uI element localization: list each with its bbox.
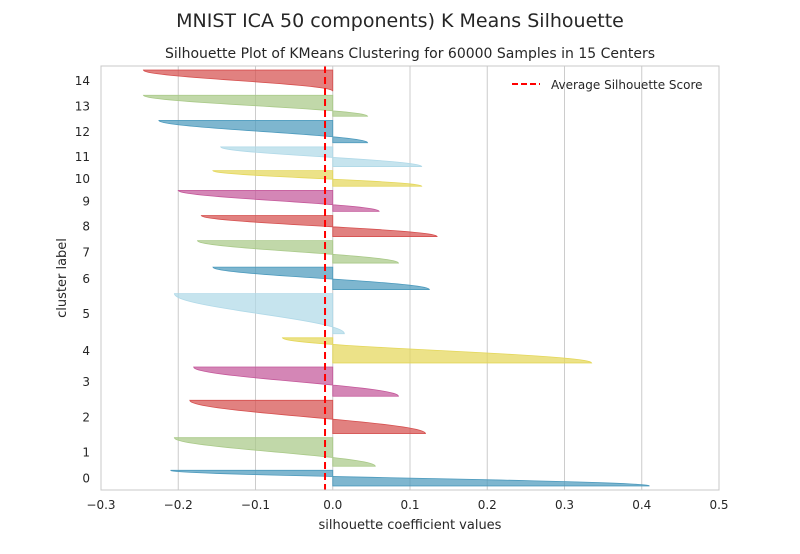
legend-label-average: Average Silhouette Score: [551, 78, 703, 92]
y-tick-label-cluster-3: 3: [82, 375, 90, 389]
y-tick-label-cluster-8: 8: [82, 220, 90, 234]
cluster-13-silhouette: [142, 94, 369, 117]
x-tick-label: 0.4: [632, 498, 651, 512]
y-tick-label-cluster-10: 10: [75, 172, 90, 186]
y-tick-label-cluster-2: 2: [82, 410, 90, 424]
y-tick-label-cluster-14: 14: [75, 74, 90, 88]
y-tick-label-cluster-1: 1: [82, 445, 90, 459]
cluster-0-silhouette: [170, 469, 650, 487]
y-tick-label-cluster-7: 7: [82, 245, 90, 259]
x-tick-label: −0.1: [241, 498, 270, 512]
y-tick-label-cluster-12: 12: [75, 125, 90, 139]
chart-title: Silhouette Plot of KMeans Clustering for…: [165, 46, 655, 62]
cluster-silhouettes: [142, 69, 650, 487]
x-tick-label: 0.5: [709, 498, 728, 512]
y-tick-label-cluster-13: 13: [75, 99, 90, 113]
x-tick-label: −0.2: [164, 498, 193, 512]
cluster-5-silhouette: [173, 293, 345, 335]
y-tick-label-cluster-0: 0: [82, 472, 90, 486]
cluster-11-silhouette: [220, 146, 423, 167]
x-tick-labels: −0.3 −0.2 −0.1 0.0 0.1 0.2 0.3 0.4 0.5: [86, 498, 728, 512]
cluster-3-silhouette: [193, 366, 400, 397]
y-tick-label-cluster-11: 11: [75, 150, 90, 164]
plot-frame: [100, 65, 720, 491]
y-tick-label-cluster-4: 4: [82, 344, 90, 358]
y-tick-label-cluster-9: 9: [82, 194, 90, 208]
figure-suptitle: MNIST ICA 50 components) K Means Silhoue…: [176, 10, 624, 32]
cluster-4-silhouette: [281, 337, 593, 364]
cluster-2-silhouette: [189, 399, 427, 434]
legend: Average Silhouette Score: [512, 78, 703, 92]
x-axis-label: silhouette coefficient values: [319, 518, 502, 533]
y-tick-label-cluster-5: 5: [82, 307, 90, 321]
x-tick-label: 0.3: [555, 498, 574, 512]
y-tick-label-cluster-6: 6: [82, 272, 90, 286]
x-tick-label: −0.3: [86, 498, 115, 512]
cluster-14-silhouette: [142, 69, 334, 92]
y-axis-label: cluster label: [55, 238, 70, 318]
cluster-7-silhouette: [196, 240, 400, 264]
cluster-6-silhouette: [212, 266, 431, 290]
x-tick-label: 0.0: [323, 498, 342, 512]
x-tick-label: 0.1: [400, 498, 419, 512]
cluster-12-silhouette: [158, 119, 369, 144]
x-tick-label: 0.2: [478, 498, 497, 512]
cluster-10-silhouette: [212, 170, 423, 187]
cluster-8-silhouette: [200, 215, 438, 237]
cluster-9-silhouette: [177, 189, 380, 212]
